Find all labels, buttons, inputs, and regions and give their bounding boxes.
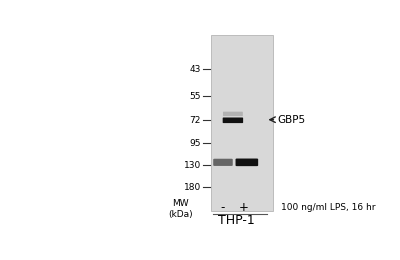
FancyBboxPatch shape (223, 112, 243, 116)
Text: 72: 72 (190, 116, 201, 125)
Text: 180: 180 (184, 183, 201, 192)
FancyBboxPatch shape (213, 159, 233, 166)
Bar (211, 35, 273, 211)
Text: THP-1: THP-1 (218, 214, 254, 227)
Text: 130: 130 (184, 161, 201, 170)
Text: MW
(kDa): MW (kDa) (168, 199, 192, 219)
Text: 55: 55 (190, 92, 201, 101)
FancyBboxPatch shape (236, 159, 258, 166)
Text: 100 ng/ml LPS, 16 hr: 100 ng/ml LPS, 16 hr (281, 203, 376, 212)
Text: -: - (221, 201, 225, 214)
FancyBboxPatch shape (223, 118, 243, 123)
Text: GBP5: GBP5 (278, 115, 306, 125)
Text: 43: 43 (190, 65, 201, 74)
Text: 95: 95 (190, 139, 201, 148)
Text: +: + (239, 201, 249, 214)
